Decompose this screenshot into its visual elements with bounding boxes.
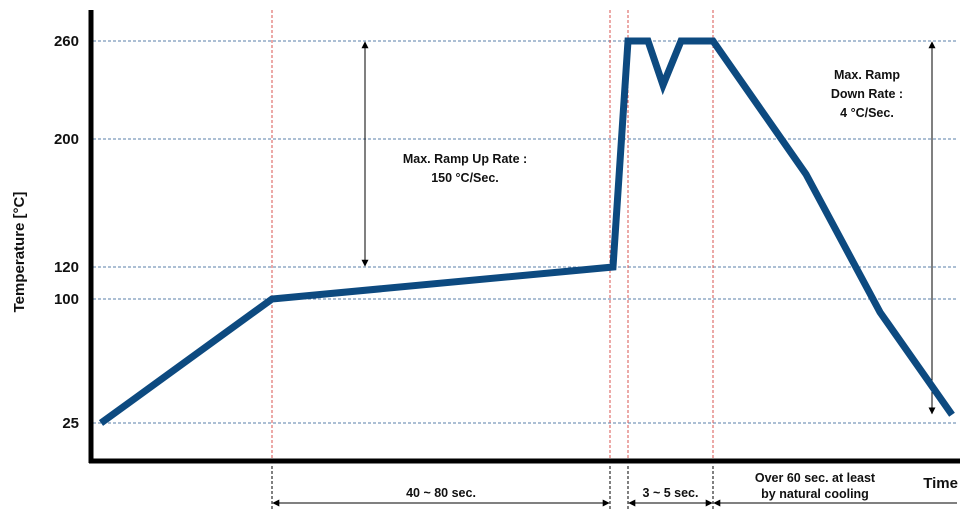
temperature-curve xyxy=(98,37,955,426)
span-label-soak: 40 ~ 80 sec. xyxy=(406,486,476,500)
y-tick-labels: 260 200 120 100 25 xyxy=(54,33,79,432)
annotation-label-ramp-down: Max. Ramp Down Rate :4 °C/Sec. xyxy=(831,68,903,120)
span-label-cooling: Over 60 sec. at least by natural cooling xyxy=(755,471,876,501)
time-spans: 40 ~ 80 sec. 3 ~ 5 sec. Over 60 sec. at le… xyxy=(272,471,957,507)
y-tick-label-260: 260 xyxy=(54,33,79,50)
y-tick-label-100: 100 xyxy=(54,291,79,308)
y-axis-title: Temperature [°C] xyxy=(11,192,28,313)
x-axis-title: Time xyxy=(923,475,958,492)
grid-lines xyxy=(93,40,958,424)
annotations: Max. Ramp Up Rate :150 °C/Sec. Max. Ramp D… xyxy=(361,41,936,415)
span-label-peak: 3 ~ 5 sec. xyxy=(643,486,699,500)
phase-lines xyxy=(271,10,714,510)
annotation-label-ramp-up: Max. Ramp Up Rate :150 °C/Sec. xyxy=(403,152,527,185)
y-tick-label-120: 120 xyxy=(54,259,79,276)
axes xyxy=(88,10,960,464)
curve-layer xyxy=(98,37,955,426)
y-tick-label-200: 200 xyxy=(54,131,79,148)
y-tick-label-25: 25 xyxy=(62,415,79,432)
